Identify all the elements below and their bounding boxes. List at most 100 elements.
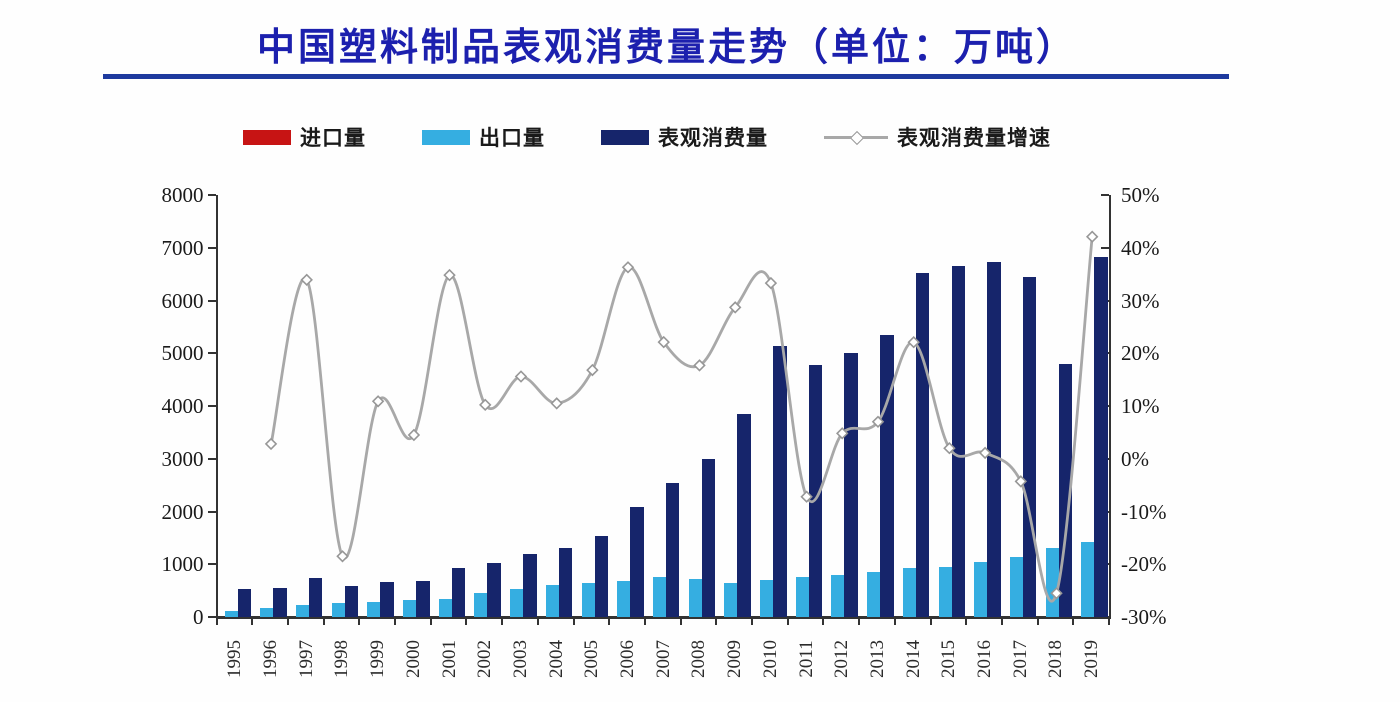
- x-axis-tick: [394, 617, 396, 625]
- x-axis-tick: [322, 617, 325, 625]
- left-axis-tick-label: 6000: [161, 288, 204, 313]
- growth-marker-icon: [1014, 475, 1028, 488]
- bar-consumption: [773, 345, 787, 617]
- x-axis-tick: [893, 617, 896, 625]
- bar-export: [331, 603, 345, 617]
- bar-export: [474, 593, 488, 617]
- bar-export: [1009, 557, 1023, 617]
- growth-marker-icon: [550, 397, 563, 410]
- growth-marker-icon: [1085, 230, 1099, 243]
- bar-export: [688, 579, 702, 617]
- bar-consumption: [844, 353, 858, 617]
- legend-label-consumption: 表观消费量: [658, 127, 768, 150]
- left-axis-tick-label: 8000: [161, 183, 204, 207]
- bar-export: [295, 604, 309, 617]
- bar-export: [510, 589, 524, 617]
- growth-marker-icon: [800, 490, 813, 503]
- growth-marker-icon: [514, 370, 528, 383]
- bar-export: [367, 602, 381, 617]
- right-axis-tick: [1101, 616, 1109, 618]
- legend-label-export: 出口量: [479, 127, 545, 150]
- bar-consumption: [523, 554, 537, 617]
- x-axis-tick: [501, 617, 504, 625]
- x-axis: [215, 616, 1111, 619]
- bar-consumption: [951, 265, 965, 617]
- bar-consumption: [808, 365, 823, 617]
- right-axis-tick-label: 0%: [1121, 446, 1149, 471]
- x-axis-tick: [286, 617, 289, 625]
- bar-consumption: [273, 588, 287, 617]
- growth-marker-icon: [978, 446, 992, 460]
- bar-export: [545, 585, 559, 617]
- left-axis-tick: [207, 405, 216, 407]
- growth-marker-icon: [764, 276, 778, 290]
- x-axis-tick: [465, 617, 468, 625]
- growth-marker-icon: [693, 359, 706, 372]
- left-axis-tick: [207, 246, 216, 249]
- bar-export: [1081, 542, 1095, 617]
- x-axis-tick: [358, 617, 361, 625]
- bar-consumption: [416, 580, 430, 617]
- bar-consumption: [1094, 257, 1108, 617]
- growth-marker-icon: [336, 550, 349, 563]
- left-axis-tick: [207, 352, 216, 355]
- x-axis-tick: [251, 617, 254, 625]
- x-axis-tick: [715, 617, 718, 625]
- right-axis-tick-label: -30%: [1121, 605, 1167, 629]
- x-axis-tick: [608, 617, 611, 625]
- left-axis-tick: [207, 457, 216, 460]
- growth-marker-icon: [300, 273, 313, 287]
- x-axis-tick: [929, 617, 932, 625]
- left-axis-tick: [207, 299, 216, 302]
- right-axis-tick: [1101, 246, 1109, 249]
- growth-marker-icon: [728, 301, 742, 314]
- growth-marker-icon: [1050, 587, 1063, 600]
- growth-marker-icon: [836, 427, 849, 440]
- bar-export: [902, 568, 916, 617]
- title-underline: [103, 74, 1229, 79]
- bar-consumption: [308, 578, 323, 617]
- x-axis-tick: [215, 617, 218, 625]
- legend-label-growth: 表观消费量增速: [897, 127, 1051, 150]
- bar-export: [938, 567, 952, 617]
- bar-export: [652, 577, 666, 617]
- bar-consumption: [880, 334, 894, 617]
- growth-marker-icon: [407, 428, 421, 442]
- growth-marker-icon: [621, 261, 635, 274]
- bar-consumption: [451, 567, 466, 617]
- legend-item-import: 进口量: [243, 122, 366, 152]
- x-axis-tick: [1072, 617, 1075, 625]
- bar-consumption: [237, 589, 251, 617]
- growth-marker-icon: [907, 335, 920, 349]
- right-axis-tick-label: 30%: [1121, 288, 1160, 313]
- bar-export: [617, 581, 631, 617]
- left-axis-tick: [207, 194, 216, 196]
- bar-export: [795, 577, 809, 617]
- bar-export: [724, 582, 738, 617]
- right-axis-tick-label: 40%: [1121, 235, 1160, 260]
- left-axis-tick: [207, 616, 216, 618]
- legend-label-import: 进口量: [300, 127, 366, 150]
- growth-marker-icon: [871, 415, 885, 429]
- x-axis-tick: [822, 617, 825, 625]
- growth-line-sample-icon: [824, 130, 888, 146]
- bar-consumption: [630, 507, 644, 617]
- bar-consumption: [665, 482, 680, 617]
- bar-consumption: [487, 562, 501, 617]
- left-axis-tick-label: 4000: [161, 394, 204, 418]
- growth-marker-icon: [443, 268, 456, 282]
- legend-item-export: 出口量: [422, 122, 545, 152]
- x-axis-tick: [858, 617, 861, 625]
- growth-line: [269, 236, 1094, 603]
- growth-marker-icon: [371, 395, 385, 408]
- bar-consumption: [344, 585, 359, 617]
- x-axis-tick: [572, 617, 575, 625]
- growth-marker-icon: [586, 363, 599, 377]
- chart-title: 中国塑料制品表观消费量走势（单位：万吨）: [256, 27, 1077, 69]
- x-axis-tick: [1036, 617, 1039, 625]
- x-axis-tick: [751, 617, 753, 625]
- left-axis-tick-label: 5000: [161, 341, 204, 366]
- x-axis-tick: [786, 617, 789, 625]
- left-axis-tick-label: 0: [193, 605, 204, 629]
